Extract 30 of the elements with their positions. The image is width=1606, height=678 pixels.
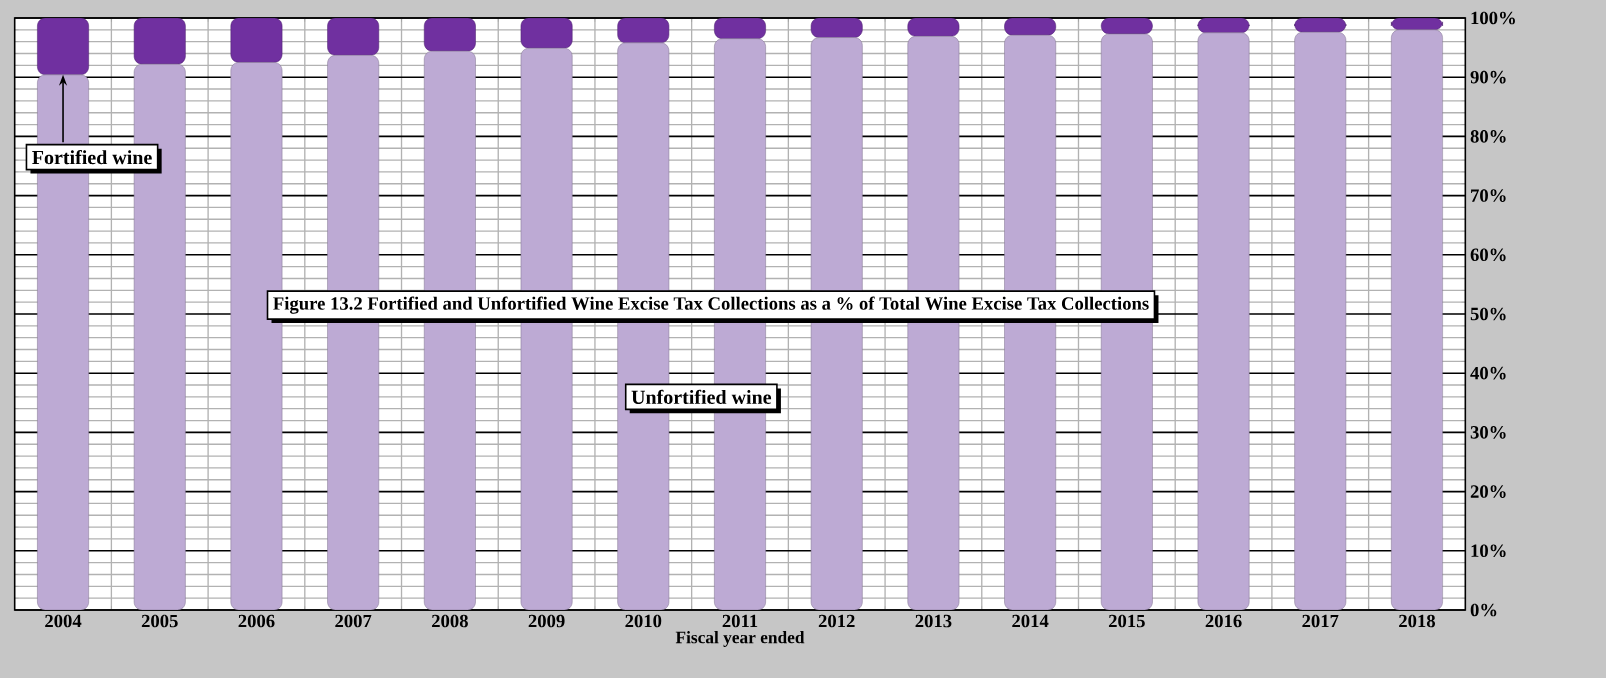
x-tick-label: 2013 [915,614,952,628]
y-tick-label: 0% [1470,603,1497,617]
y-tick-label: 10% [1471,544,1506,558]
x-tick-label: 2016 [1205,614,1242,628]
y-tick-label: 30% [1470,426,1506,439]
x-tick-label: 2015 [1108,614,1145,628]
series-label: Unfortified wine [631,389,772,404]
y-tick-label: 90% [1470,70,1506,84]
text: Figure 13.2 Fortified and Unfortified Wine Excise Tax Collections as a % of Total Wine Excise Tax Collections [273,296,1149,314]
text: Fortified wine [32,149,152,165]
y-tick-label: 60% [1470,248,1506,262]
y-tick-label: 70% [1471,189,1506,202]
x-tick-label: 2014 [1012,614,1049,628]
x-tick-label: 2017 [1302,614,1339,628]
x-tick-label: 2005 [141,614,178,628]
x-tick-label: 2007 [335,614,372,628]
x-tick-label: 2011 [722,614,758,628]
x-tick-label: 2006 [238,614,275,628]
x-tick-label: 2012 [818,614,855,628]
x-tick-label: 2009 [528,614,565,628]
y-tick-label: 100% [1471,11,1515,25]
x-tick-label: 2008 [431,614,468,628]
x-tick-label: 2010 [625,614,662,628]
y-tick-label: 20% [1470,485,1506,498]
y-tick-label: 50% [1470,307,1506,321]
x-axis-title: Fiscal year ended [675,631,805,647]
x-tick-label: 2004 [45,614,82,628]
x-tick-label: 2018 [1399,614,1436,628]
y-tick-label: 80% [1470,130,1506,143]
y-tick-label: 40% [1470,366,1506,380]
